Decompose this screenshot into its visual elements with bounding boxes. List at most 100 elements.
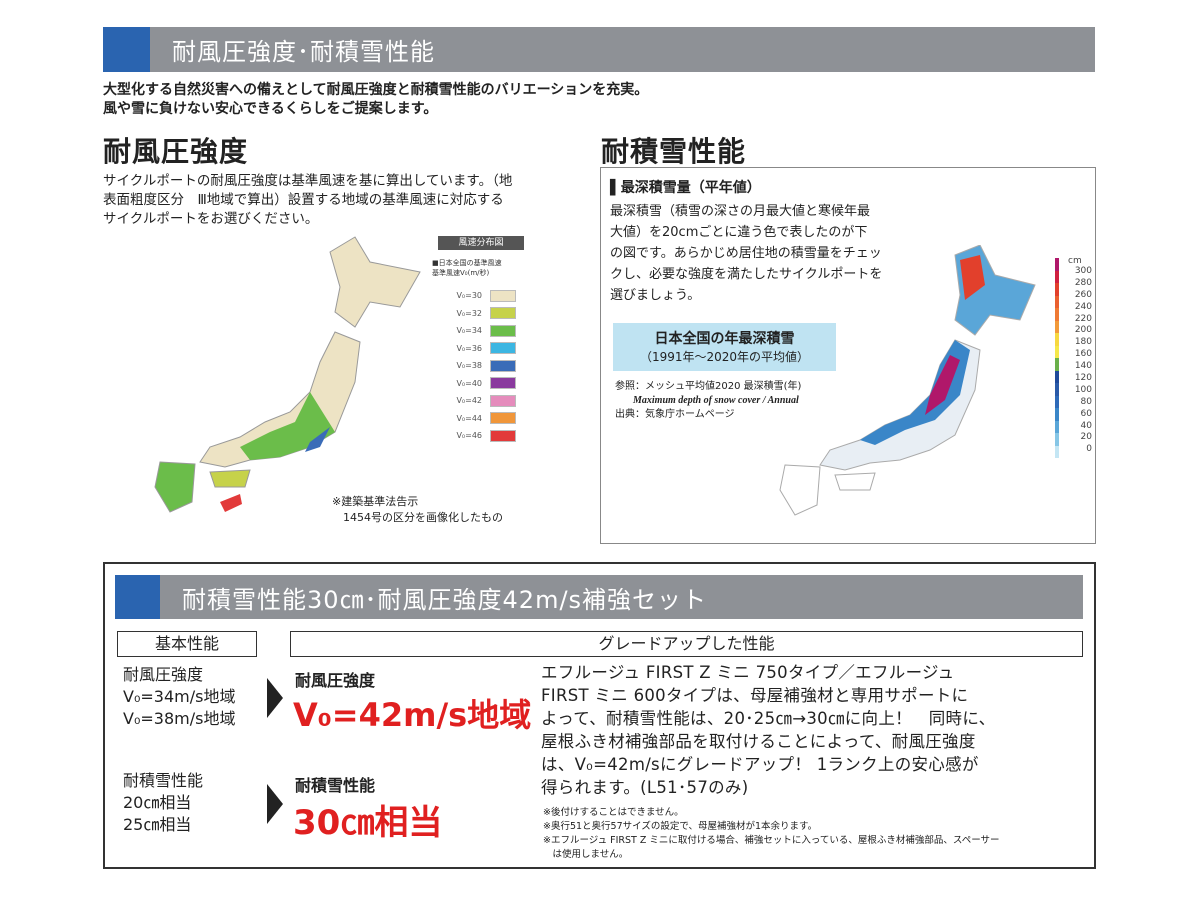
snow-body-line: 大値）を20cmごとに違う色で表したのが下 <box>610 225 868 240</box>
snow-box-title: 日本全国の年最深積雪 <box>654 331 795 347</box>
intro-line: 大型化する自然災害への備えとして耐風圧強度と耐積雪性能のバリエーションを充実。 <box>103 82 649 98</box>
basic-performance-label: 基本性能 <box>117 631 257 657</box>
wind-body-line: サイクルポートの耐風圧強度は基準風速を基に算出しています。（地 <box>103 173 513 189</box>
scale-tick-label: 220 <box>1074 313 1092 324</box>
snow-scale-bar <box>1055 258 1059 458</box>
hokkaido-shape <box>329 236 421 328</box>
snow-map-caption-box: 日本全国の年最深積雪 （1991年～2020年の平均値） <box>613 323 836 371</box>
scale-tick-label: 60 <box>1080 408 1092 419</box>
scale-band <box>1055 445 1059 458</box>
legend-item: V₀=36 <box>440 340 516 358</box>
snow-scale-unit: cm <box>1068 256 1082 266</box>
snow-body: 最深積雪（積雪の深さの月最大値と寒候年最 大値）を20cmごとに違う色で表したの… <box>610 201 882 306</box>
honshu-snow-shape <box>860 340 970 445</box>
scale-tick-label: 180 <box>1074 337 1092 348</box>
scale-band <box>1055 320 1059 333</box>
snow-reference: 参照：メッシュ平均値2020 最深積雪(年) Maximum depth of … <box>615 380 801 422</box>
scale-band <box>1055 358 1059 371</box>
snow-subheading: ▌最深積雪量（平年値） <box>610 180 761 196</box>
kyushu-shape <box>154 461 196 513</box>
note-line: ※エフルージュ FIRST Z ミニに取付ける場合、補強セットに入っている、屋根… <box>543 835 1000 846</box>
snow-body-line: 最深積雪（積雪の深さの月最大値と寒候年最 <box>610 204 871 219</box>
set-header: 耐積雪性能30㎝･耐風圧強度42m/s補強セット <box>115 575 1083 619</box>
basic-wind-value: V₀=38m/s地域 <box>123 709 236 728</box>
description-line: 屋根ふき材補強部品を取付けることによって、耐風圧強度 <box>541 732 976 751</box>
legend-swatch <box>490 429 516 442</box>
arrow-right-icon <box>267 678 283 718</box>
coast-blue-shape <box>305 427 330 452</box>
note-line: ※奥行51と奥行57サイズの設定で、母屋補強材が1本余ります。 <box>543 821 818 832</box>
shikoku-shape <box>834 472 876 491</box>
islands-shape <box>220 494 242 512</box>
description-line: エフルージュ FIRST Z ミニ 750タイプ／エフルージュ <box>541 663 955 682</box>
legend-subtitle: 基準風速V₀(m/秒) <box>432 269 490 277</box>
scale-tick-label: 80 <box>1080 396 1092 407</box>
note-line: 1454号の区分を画像化したもの <box>332 511 503 524</box>
scale-tick-label: 300 <box>1074 266 1092 276</box>
description-line: FIRST ミニ 600タイプは、母屋補強材と専用サポートに <box>541 686 969 705</box>
legend-item: V₀=42 <box>440 392 516 410</box>
source-line: 出典：気象庁ホームページ <box>615 409 735 420</box>
legend-swatch <box>490 324 516 337</box>
legend-label: V₀=38 <box>456 361 482 371</box>
scale-tick-label: 20 <box>1080 432 1092 443</box>
scale-tick-label: 100 <box>1074 384 1092 395</box>
legend-item: V₀=44 <box>440 410 516 428</box>
legend-label: V₀=40 <box>456 378 482 388</box>
legend-label: V₀=34 <box>456 326 482 336</box>
note-line: は使用しません。 <box>543 849 629 860</box>
snow-scale-labels: 300 280 260 240 220 200 180 160 140 120 100 80 60 40 2… <box>1062 266 1092 456</box>
honshu-heavy-shape <box>925 355 960 415</box>
upgrade-wind-label: 耐風圧強度 <box>295 671 376 690</box>
scale-band <box>1055 295 1059 308</box>
upgrade-snow-label: 耐積雪性能 <box>295 776 376 795</box>
set-notes: ※後付けすることはできません。 ※奥行51と奥行57サイズの設定で、母屋補強材が… <box>543 806 1000 862</box>
scale-band <box>1055 283 1059 296</box>
legend-title: ■日本全国の基準風速 <box>432 259 502 267</box>
legend-item: V₀=30 <box>440 287 516 305</box>
scale-tick-label: 160 <box>1074 349 1092 360</box>
legend-label: V₀=32 <box>456 308 482 318</box>
legend-item: V₀=38 <box>440 357 516 375</box>
legend-label: V₀=46 <box>456 431 482 441</box>
scale-tick-label: 140 <box>1074 361 1092 372</box>
basic-snow: 耐積雪性能 20㎝相当 25㎝相当 <box>123 770 203 836</box>
scale-band <box>1055 383 1059 396</box>
legend-swatch <box>490 377 516 390</box>
reference-line: 参照：メッシュ平均値2020 最深積雪(年) <box>615 381 802 392</box>
scale-tick-label: 40 <box>1080 420 1092 431</box>
scale-band <box>1055 345 1059 358</box>
scale-tick-label: 240 <box>1074 301 1092 312</box>
legend-label: V₀=42 <box>456 396 482 406</box>
basic-wind-label: 耐風圧強度 <box>123 665 204 684</box>
legend-swatch <box>490 359 516 372</box>
wind-map <box>154 236 421 513</box>
wind-legend-title: ■日本全国の基準風速 基準風速V₀(m/秒) <box>432 258 502 278</box>
note-line: ※後付けすることはできません。 <box>543 807 684 818</box>
snow-panel <box>600 167 1096 544</box>
legend-item: V₀=46 <box>440 427 516 445</box>
intro-line: 風や雪に負けない安心できるくらしをご提案します。 <box>103 101 438 117</box>
scale-band <box>1055 433 1059 446</box>
set-title: 耐積雪性能30㎝･耐風圧強度42m/s補強セット <box>182 585 708 614</box>
wind-body-line: 表面粗度区分 Ⅲ地域で算出）設置する地域の基準風速に対応する <box>103 192 504 208</box>
scale-band <box>1055 308 1059 321</box>
description-line: は、V₀=42m/sにグレードアップ！ 1ランク上の安心感が <box>541 755 979 774</box>
legend-item: V₀=40 <box>440 375 516 393</box>
legend-item: V₀=34 <box>440 322 516 340</box>
wind-map-title: 風速分布図 <box>438 236 524 250</box>
scale-band <box>1055 258 1059 271</box>
wind-legend: V₀=30 V₀=32 V₀=34 V₀=36 V₀=38 V₀=40 V₀=42 V₀=44… <box>440 287 516 445</box>
basic-wind-value: V₀=34m/s地域 <box>123 687 236 706</box>
snow-body-line: の図です。あらかじめ居住地の積雪量をチェッ <box>610 246 882 261</box>
scale-tick-label: 0 <box>1086 444 1092 455</box>
scale-band <box>1055 420 1059 433</box>
shikoku-shape <box>209 469 251 488</box>
scale-band <box>1055 370 1059 383</box>
basic-snow-value: 25㎝相当 <box>123 815 192 834</box>
description-line: 得られます。(L51･57のみ) <box>541 778 749 797</box>
note-line: ※建築基準法告示 <box>332 495 419 508</box>
snow-map <box>779 245 1036 516</box>
snow-box-subtitle: （1991年～2020年の平均値） <box>639 350 810 364</box>
intro: 大型化する自然災害への備えとして耐風圧強度と耐積雪性能のバリエーションを充実。 … <box>103 81 648 119</box>
